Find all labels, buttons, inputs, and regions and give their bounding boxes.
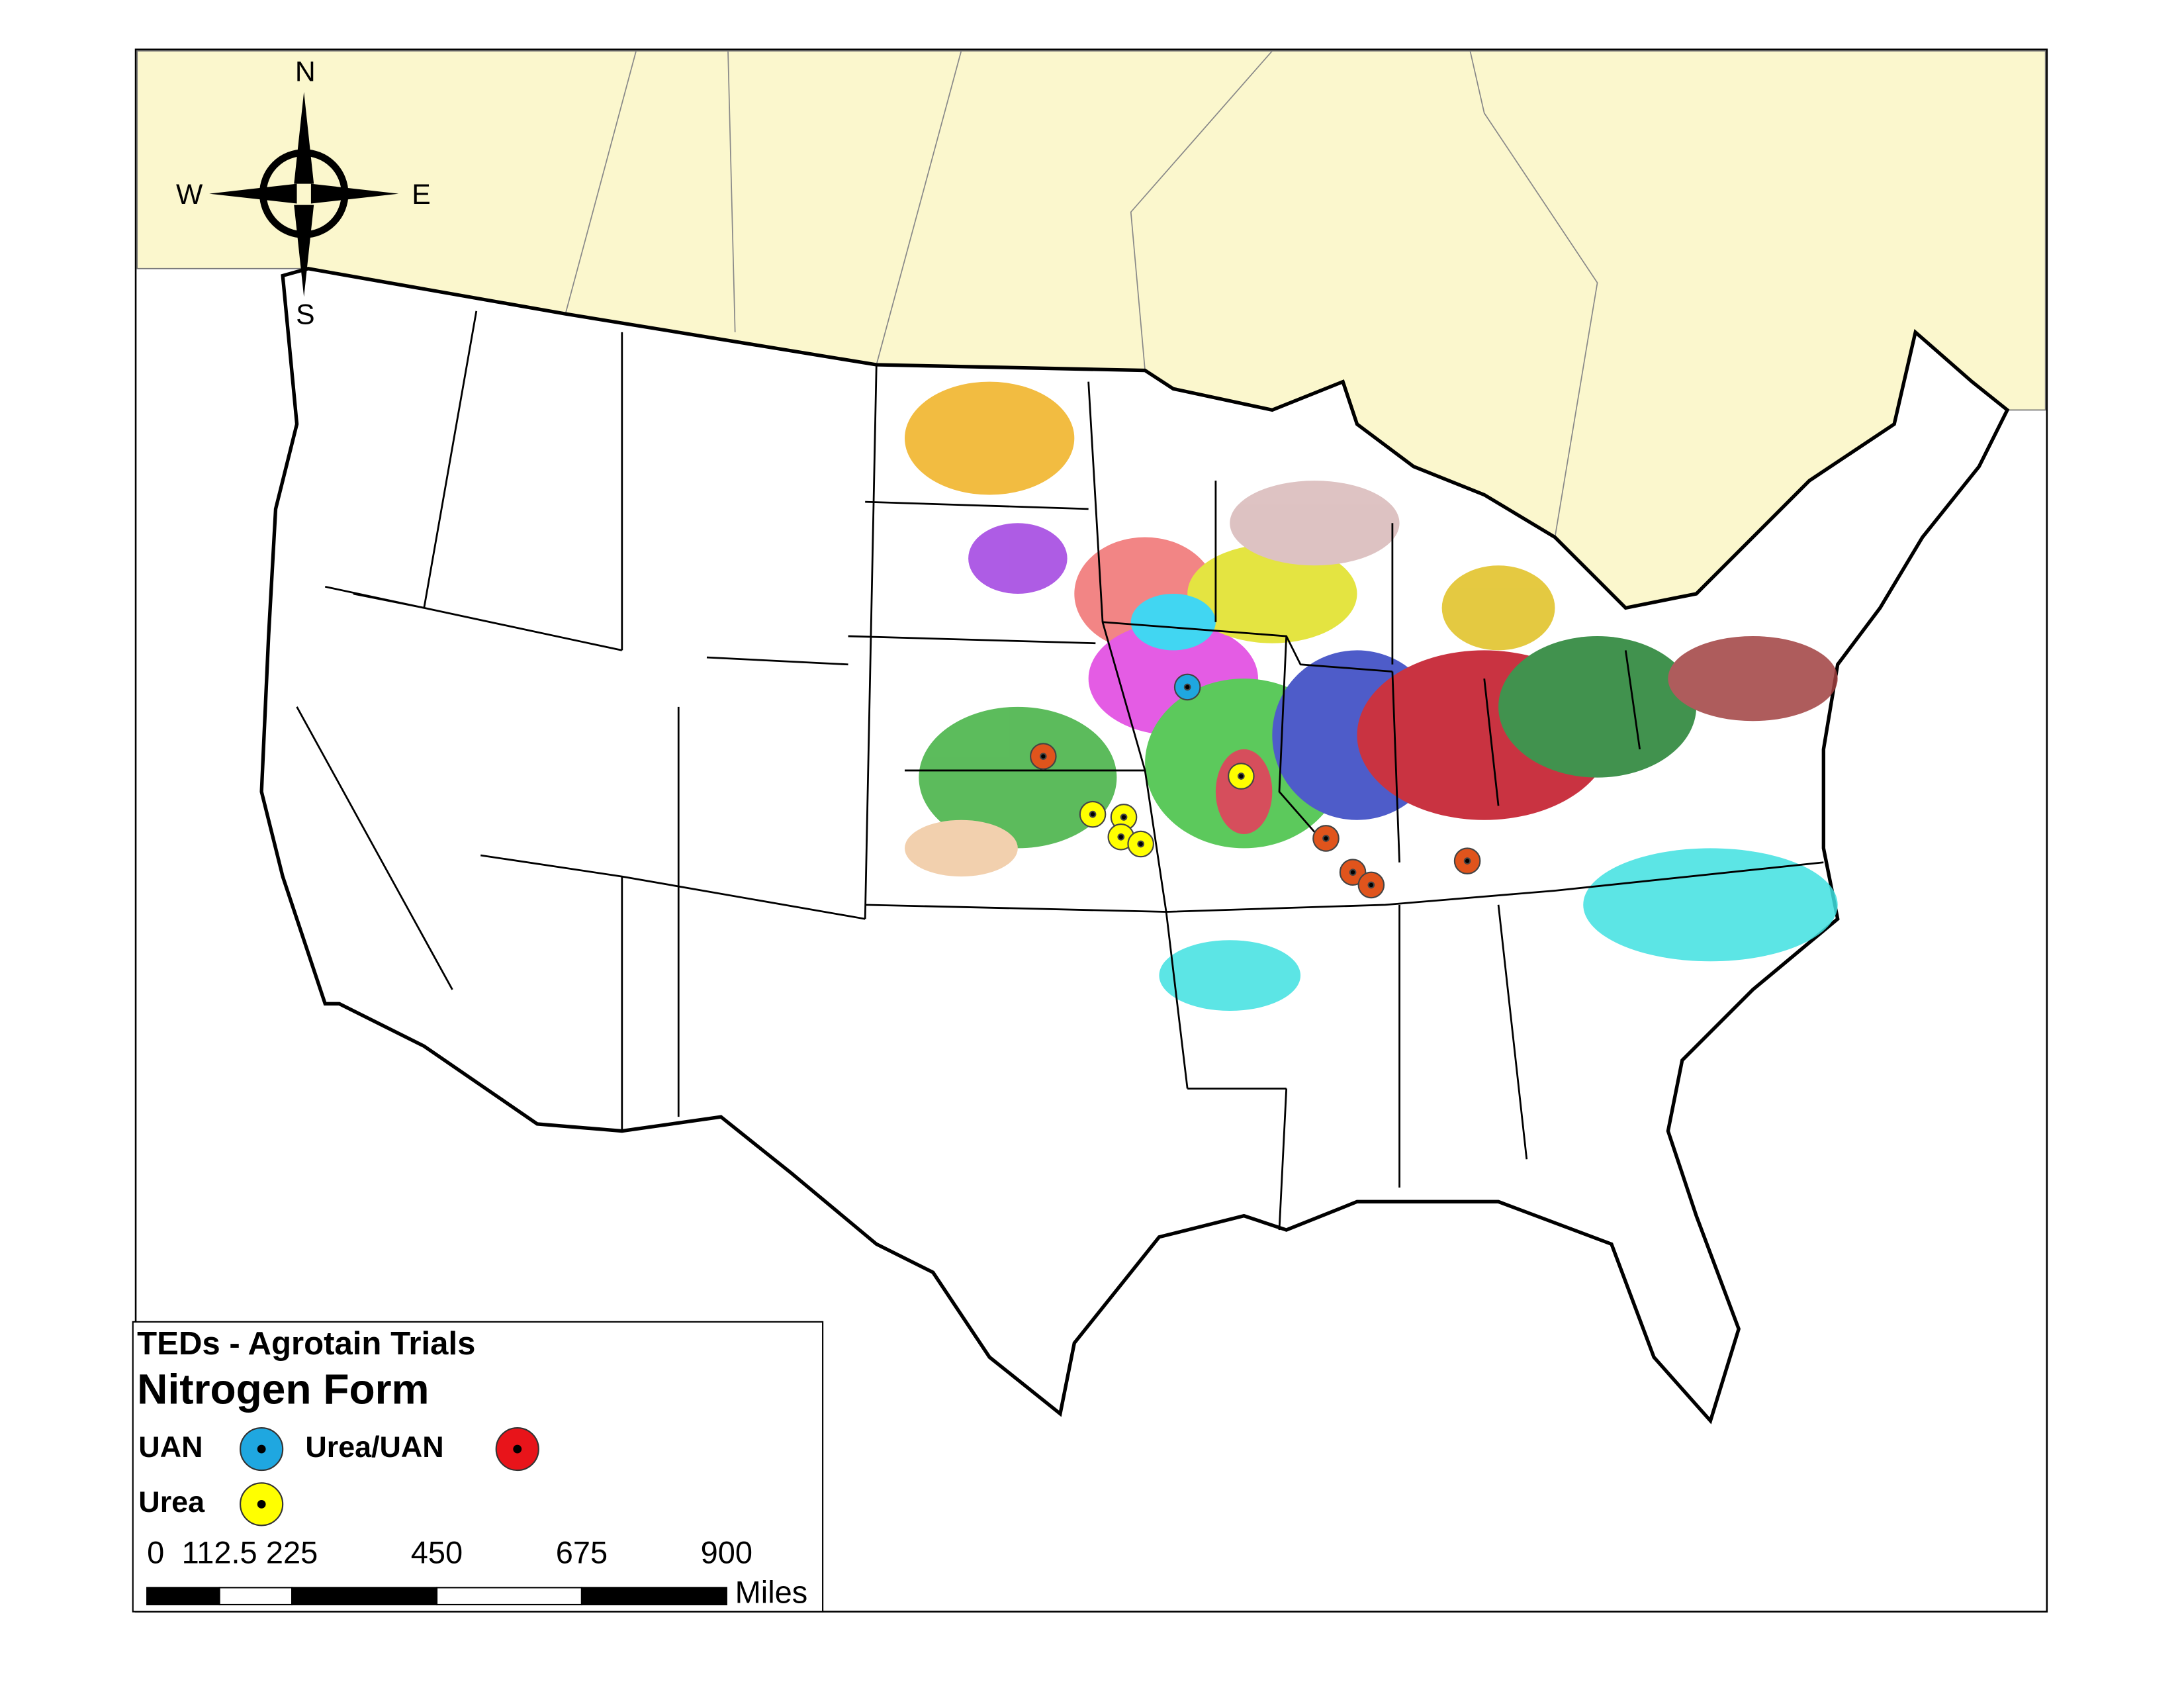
- scale-segment: [146, 1587, 220, 1606]
- scale-label: 900: [701, 1535, 752, 1570]
- state-lines: [296, 310, 1824, 1231]
- scale-segment: [218, 1587, 293, 1606]
- compass-s: S: [296, 299, 314, 331]
- legend-items: UAN Urea/UAN Urea: [138, 1427, 539, 1526]
- scale-label: 450: [411, 1535, 463, 1570]
- legend-label: Urea: [138, 1485, 205, 1519]
- trial-points: [1030, 673, 1481, 899]
- crop-areas: [904, 381, 1838, 1011]
- scale-bar: 0 112.5 225 450 675 900 Miles: [146, 1535, 808, 1609]
- legend-symbol-dot: [257, 1444, 266, 1454]
- legend-label: UAN: [138, 1430, 203, 1464]
- legend-label: Urea/UAN: [305, 1430, 443, 1464]
- compass: N S E W: [176, 56, 431, 330]
- legend-subtitle: Nitrogen Form: [137, 1366, 429, 1413]
- scale-label: 112.5: [182, 1535, 257, 1570]
- scale-label: 675: [556, 1535, 608, 1570]
- scale-segment: [435, 1587, 582, 1606]
- scale-label: 225: [266, 1535, 318, 1570]
- scale-unit: Miles: [735, 1574, 808, 1609]
- compass-e: E: [412, 179, 430, 211]
- compass-w: W: [176, 179, 203, 211]
- province-lines: [565, 50, 1598, 538]
- compass-n: N: [295, 56, 316, 87]
- legend-box: [132, 1321, 824, 1613]
- legend-title: TEDs - Agrotain Trials: [137, 1326, 475, 1362]
- scale-segment: [580, 1587, 727, 1606]
- legend-symbol-dot: [257, 1499, 266, 1509]
- scale-segment: [291, 1587, 438, 1606]
- scale-label: 0: [147, 1535, 164, 1570]
- legend-symbol-dot: [513, 1444, 522, 1454]
